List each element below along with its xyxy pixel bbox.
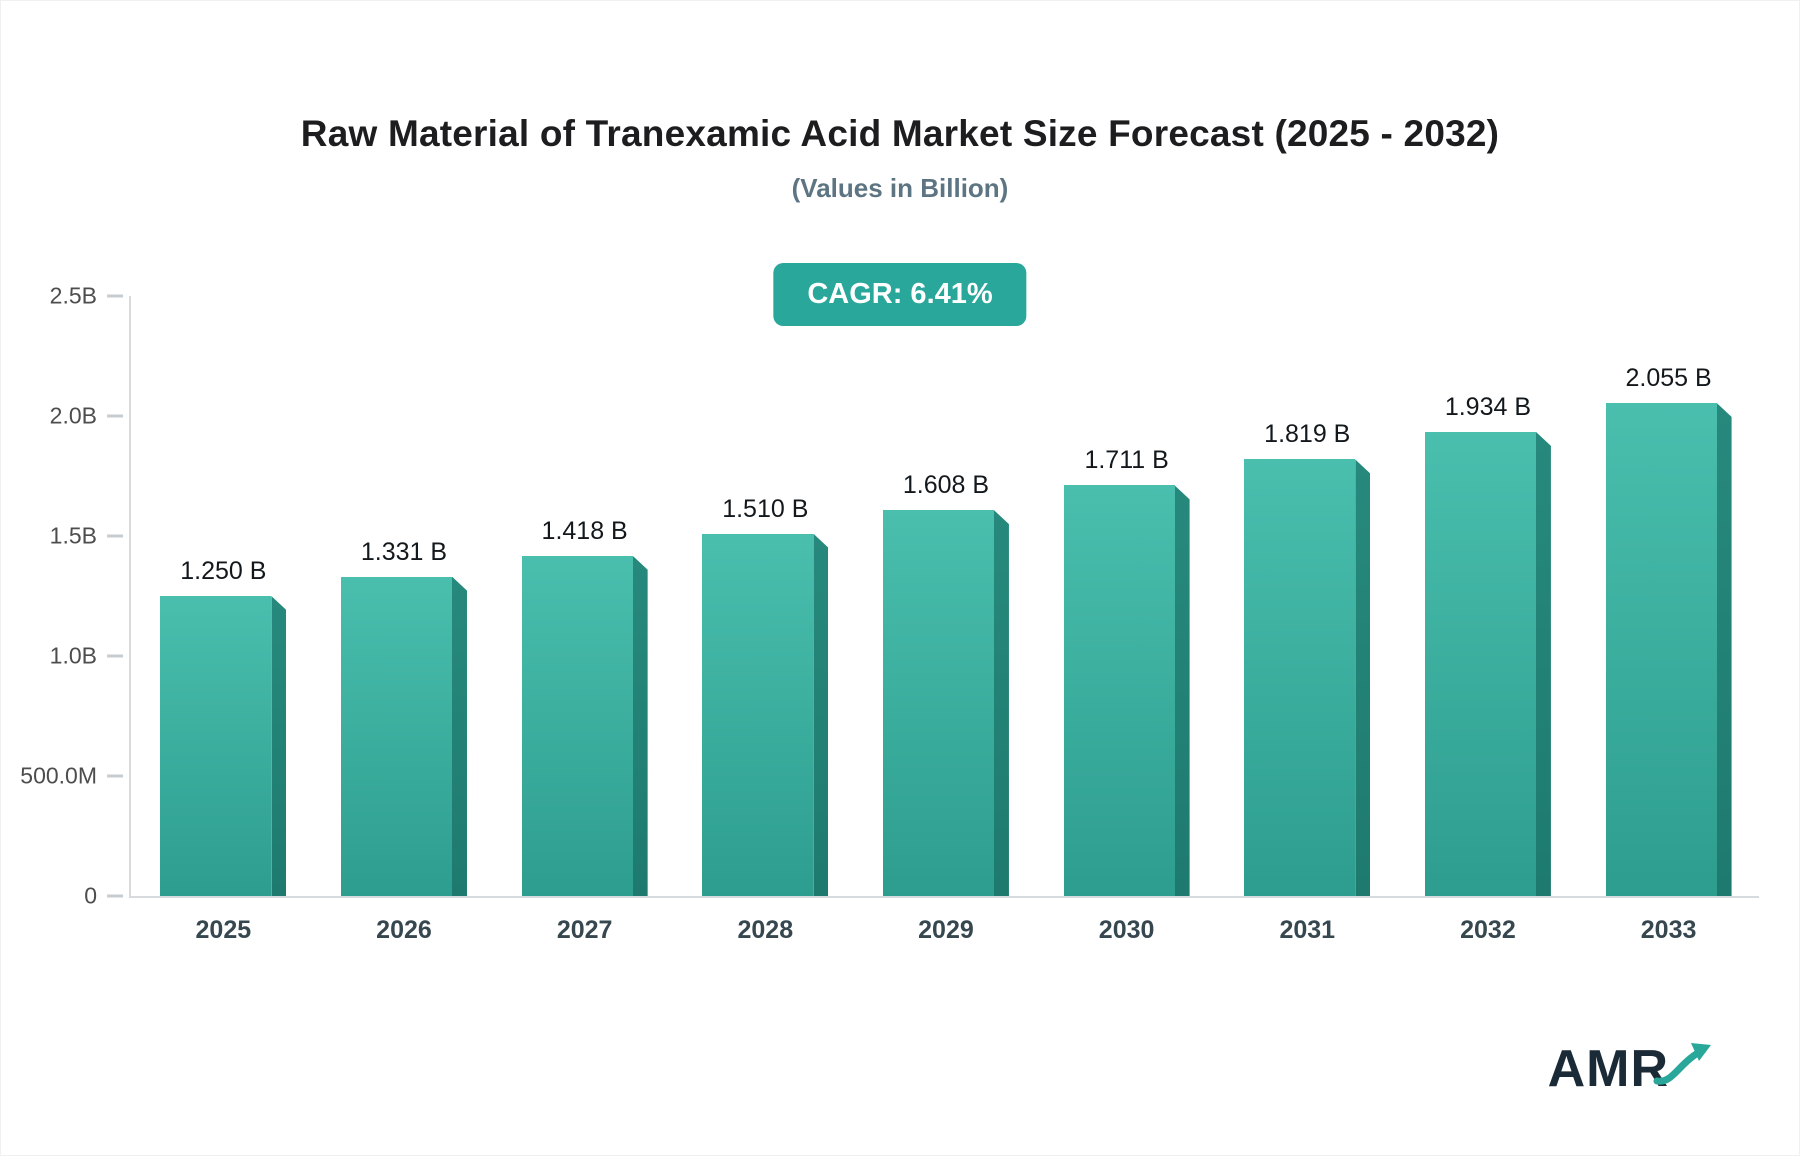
bar xyxy=(521,555,648,896)
y-tick-mark xyxy=(107,774,123,778)
x-axis-label: 2033 xyxy=(1640,916,1697,944)
y-tick-mark xyxy=(107,894,123,898)
bar-side-face xyxy=(271,596,287,896)
bar-side-face xyxy=(1535,431,1551,896)
y-tick-mark xyxy=(107,294,123,298)
y-axis-tick: 0 xyxy=(84,883,123,910)
amr-logo: AMR xyxy=(1548,1039,1713,1099)
growth-arrow-icon xyxy=(1653,1043,1711,1085)
bar xyxy=(1424,431,1551,896)
bar-value-label: 1.510 B xyxy=(722,494,809,523)
bar-group: 1.711 B 2030 xyxy=(1052,296,1202,944)
bar xyxy=(1063,485,1190,896)
bar-side-face xyxy=(813,533,829,896)
bar-group: 1.934 B 2032 xyxy=(1413,296,1563,944)
cagr-badge: CAGR: 6.41% xyxy=(773,263,1027,326)
bar-group: 1.331 B 2026 xyxy=(329,296,479,944)
y-axis-tick: 500.0M xyxy=(20,763,123,790)
bar-value-label: 1.819 B xyxy=(1264,420,1351,449)
bar-group: 1.418 B 2027 xyxy=(510,296,660,944)
bar-value-label: 1.250 B xyxy=(180,557,267,585)
bar-front-face xyxy=(340,576,452,896)
bar-front-face xyxy=(1605,402,1717,896)
bar-side-face xyxy=(1174,485,1190,896)
bar-front-face xyxy=(160,596,272,896)
y-axis-tick: 1.5B xyxy=(50,523,123,550)
y-axis-tick: 1.0B xyxy=(50,643,123,670)
bar-value-label: 1.331 B xyxy=(360,537,448,566)
bar xyxy=(340,576,467,896)
bar-side-face xyxy=(1716,402,1732,896)
x-axis-label: 2025 xyxy=(195,916,252,944)
bar-front-face xyxy=(1063,485,1175,896)
x-axis-label: 2030 xyxy=(1098,916,1155,944)
bar-front-face xyxy=(702,533,814,896)
x-axis-label: 2029 xyxy=(918,916,974,944)
bar xyxy=(1244,459,1371,896)
y-tick-label: 1.0B xyxy=(49,642,97,669)
bar-front-face xyxy=(1424,431,1536,896)
bar-value-label: 2.055 B xyxy=(1625,363,1712,392)
bar xyxy=(882,510,1009,896)
plot-area: 1.250 B 2025 1.331 B 2026 1.418 B 2027 1.510 B… xyxy=(20,283,1759,944)
y-tick-label: 0 xyxy=(84,882,97,909)
bar-value-label: 1.934 B xyxy=(1444,392,1532,421)
x-axis-label: 2032 xyxy=(1460,916,1516,944)
y-tick-label: 2.0B xyxy=(49,402,97,429)
amr-logo-text: AMR xyxy=(1547,1040,1669,1098)
bar-value-label: 1.608 B xyxy=(902,471,990,500)
y-tick-label: 500.0M xyxy=(20,762,97,789)
bar-front-face xyxy=(1244,459,1356,896)
y-tick-label: 1.5B xyxy=(49,522,97,549)
x-axis-label: 2027 xyxy=(556,916,613,944)
bar-front-face xyxy=(521,555,633,896)
bar-front-face xyxy=(882,510,994,896)
bar-value-label: 1.711 B xyxy=(1084,446,1169,475)
chart-subtitle: (Values in Billion) xyxy=(791,173,1009,203)
bar-value-label: 1.418 B xyxy=(541,516,628,545)
x-axis-label: 2031 xyxy=(1279,916,1336,944)
bars-container: 1.250 B 2025 1.331 B 2026 1.418 B 2027 1.510 B… xyxy=(133,296,1759,944)
bar-side-face xyxy=(1355,459,1371,896)
bar xyxy=(702,533,829,896)
bar xyxy=(160,596,287,896)
bar-side-face xyxy=(993,510,1009,896)
x-axis-label: 2028 xyxy=(737,916,794,944)
bar-group: 2.055 B 2033 xyxy=(1594,296,1744,944)
bar-side-face xyxy=(632,555,648,896)
y-tick-mark xyxy=(107,414,123,418)
y-tick-mark xyxy=(107,534,123,538)
bar xyxy=(1605,402,1732,896)
bar-group: 1.510 B 2028 xyxy=(690,296,840,944)
bar-side-face xyxy=(451,576,467,896)
y-tick-label: 2.5B xyxy=(49,282,97,309)
y-axis-tick: 2.0B xyxy=(50,403,123,430)
bar-group: 1.608 B 2029 xyxy=(871,296,1021,944)
plot-wrap: 1.250 B 2025 1.331 B 2026 1.418 B 2027 1.510 B… xyxy=(20,283,1759,944)
y-axis-tick: 2.5B xyxy=(50,283,123,310)
bar-group: 1.819 B 2031 xyxy=(1232,296,1382,944)
chart-title: Raw Material of Tranexamic Acid Market S… xyxy=(300,113,1500,154)
y-tick-mark xyxy=(107,654,123,658)
bar-group: 1.250 B 2025 xyxy=(148,296,298,944)
x-axis-label: 2026 xyxy=(376,916,432,944)
